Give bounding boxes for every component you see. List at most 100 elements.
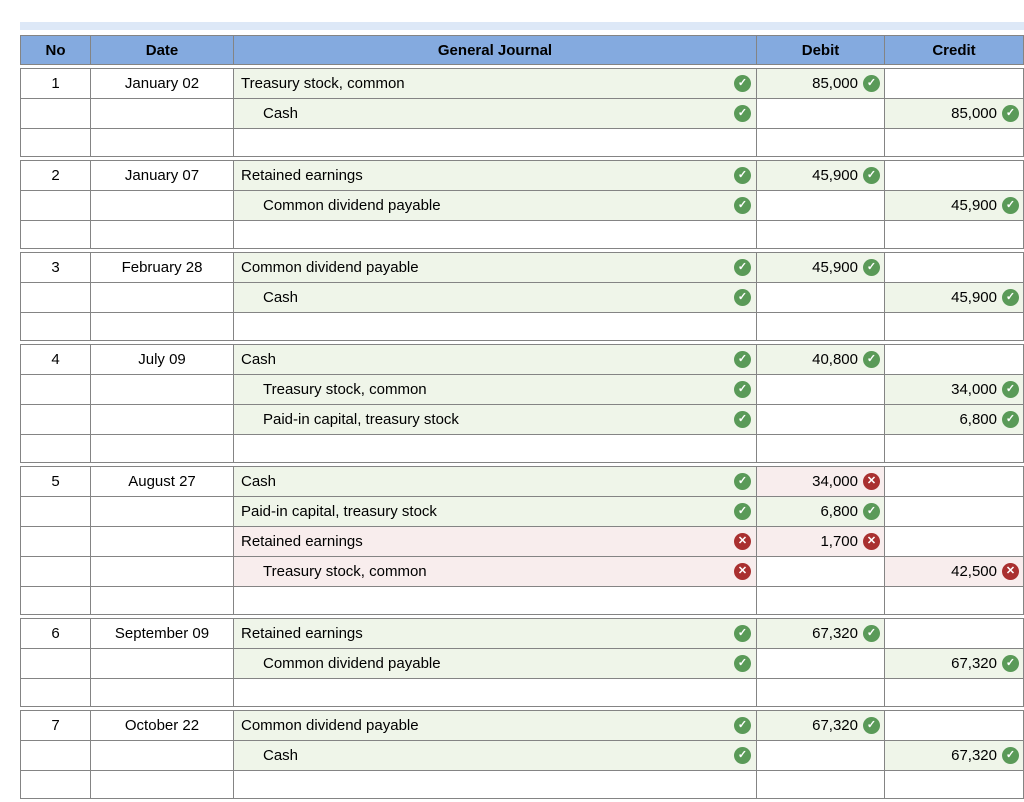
entry-no-cell [21, 497, 91, 526]
empty-credit-cell [885, 313, 1023, 340]
entry-date-cell [91, 99, 234, 128]
debit-amount: 45,900 [812, 259, 858, 276]
empty-date-cell [91, 771, 234, 798]
check-icon: ✓ [734, 503, 751, 520]
empty-no-cell [21, 221, 91, 248]
debit-cell [757, 405, 885, 434]
check-icon: ✓ [1002, 655, 1019, 672]
empty-date-cell [91, 435, 234, 462]
journal-line-row: Retained earnings ✕ 1,700 ✕ [21, 527, 1023, 557]
account-title: Common dividend payable [263, 655, 441, 672]
entry-no-cell [21, 649, 91, 678]
account-title: Paid-in capital, treasury stock [263, 411, 459, 428]
debit-amount: 85,000 [812, 75, 858, 92]
empty-no-cell [21, 771, 91, 798]
empty-date-cell [91, 313, 234, 340]
x-icon: ✕ [863, 533, 880, 550]
check-icon: ✓ [1002, 197, 1019, 214]
entry-date-cell [91, 405, 234, 434]
credit-cell [885, 253, 1023, 282]
credit-amount: 67,320 [951, 655, 997, 672]
journal-entry-block: 2 January 07 Retained earnings ✓ 45,900 ✓ Comm… [20, 160, 1024, 249]
account-title: Cash [263, 747, 299, 764]
journal-entry-block: 4 July 09 Cash ✓ 40,800 ✓ Treasury stock, comm… [20, 344, 1024, 463]
credit-cell: 67,320 ✓ [885, 649, 1023, 678]
check-icon: ✓ [734, 381, 751, 398]
credit-cell [885, 711, 1023, 740]
account-title: Common dividend payable [241, 717, 419, 734]
empty-debit-cell [757, 313, 885, 340]
blank-spacer-row [21, 587, 1023, 614]
empty-date-cell [91, 587, 234, 614]
entry-date-cell [91, 283, 234, 312]
empty-credit-cell [885, 771, 1023, 798]
journal-entry-block: 1 January 02 Treasury stock, common ✓ 85,000… [20, 68, 1024, 157]
journal-line-row: Cash ✓ 85,000 ✓ [21, 99, 1023, 129]
account-title: Cash [263, 289, 299, 306]
account-cell: Cash ✓ [234, 467, 757, 496]
check-icon: ✓ [863, 259, 880, 276]
check-icon: ✓ [863, 717, 880, 734]
entry-date-cell [91, 741, 234, 770]
account-cell: Paid-in capital, treasury stock ✓ [234, 405, 757, 434]
empty-account-cell [234, 129, 757, 156]
check-icon: ✓ [1002, 289, 1019, 306]
blank-spacer-row [21, 435, 1023, 462]
column-header-credit: Credit [932, 41, 976, 59]
account-title: Treasury stock, common [263, 563, 427, 580]
entry-no-cell: 7 [21, 711, 91, 740]
credit-amount: 45,900 [951, 289, 997, 306]
check-icon: ✓ [734, 289, 751, 306]
empty-date-cell [91, 221, 234, 248]
journal-line-row: Cash ✓ 67,320 ✓ [21, 741, 1023, 771]
debit-cell: 45,900 ✓ [757, 161, 885, 190]
credit-amount: 34,000 [951, 381, 997, 398]
entry-date-cell [91, 527, 234, 556]
account-title: Paid-in capital, treasury stock [241, 503, 437, 520]
empty-debit-cell [757, 129, 885, 156]
blank-spacer-row [21, 221, 1023, 248]
debit-cell: 85,000 ✓ [757, 69, 885, 98]
journal-entry-block: 5 August 27 Cash ✓ 34,000 ✕ Paid-in capital, t… [20, 466, 1024, 615]
blank-spacer-row [21, 129, 1023, 156]
debit-cell: 40,800 ✓ [757, 345, 885, 374]
account-cell: Treasury stock, common ✓ [234, 69, 757, 98]
check-icon: ✓ [734, 259, 751, 276]
account-cell: Retained earnings ✕ [234, 527, 757, 556]
entry-no-cell [21, 405, 91, 434]
check-icon: ✓ [863, 75, 880, 92]
empty-debit-cell [757, 221, 885, 248]
debit-cell [757, 283, 885, 312]
credit-cell [885, 619, 1023, 648]
journal-line-row: 5 August 27 Cash ✓ 34,000 ✕ [21, 467, 1023, 497]
debit-cell: 6,800 ✓ [757, 497, 885, 526]
account-cell: Common dividend payable ✓ [234, 711, 757, 740]
debit-cell [757, 99, 885, 128]
journal-line-row: Common dividend payable ✓ 45,900 ✓ [21, 191, 1023, 221]
check-icon: ✓ [1002, 411, 1019, 428]
debit-cell [757, 557, 885, 586]
account-title: Cash [241, 351, 277, 368]
check-icon: ✓ [734, 351, 751, 368]
check-icon: ✓ [734, 105, 751, 122]
empty-debit-cell [757, 771, 885, 798]
empty-debit-cell [757, 587, 885, 614]
account-title: Common dividend payable [241, 259, 419, 276]
credit-cell: 6,800 ✓ [885, 405, 1023, 434]
journal-line-row: 1 January 02 Treasury stock, common ✓ 85,000… [21, 69, 1023, 99]
entry-no-cell: 4 [21, 345, 91, 374]
debit-amount: 67,320 [812, 625, 858, 642]
journal-header-block: No Date General Journal Debit Credit [20, 35, 1024, 65]
debit-cell: 34,000 ✕ [757, 467, 885, 496]
account-cell: Common dividend payable ✓ [234, 649, 757, 678]
entry-no-cell [21, 191, 91, 220]
column-header-no: No [21, 36, 91, 64]
check-icon: ✓ [734, 625, 751, 642]
journal-line-row: Treasury stock, common ✓ 34,000 ✓ [21, 375, 1023, 405]
check-icon: ✓ [734, 473, 751, 490]
empty-credit-cell [885, 435, 1023, 462]
check-icon: ✓ [734, 167, 751, 184]
entry-no-cell [21, 375, 91, 404]
check-icon: ✓ [734, 717, 751, 734]
blank-spacer-row [21, 771, 1023, 798]
